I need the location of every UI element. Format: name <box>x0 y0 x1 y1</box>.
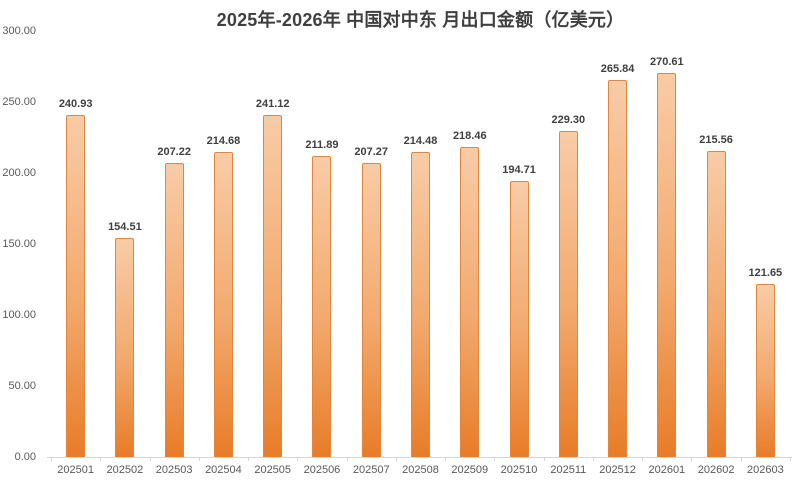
bar-value-label: 270.61 <box>650 55 684 68</box>
x-axis-tick-label: 202502 <box>106 464 144 476</box>
x-axis-tick-label: 202602 <box>697 464 735 476</box>
y-axis-tick-label: 150.00 <box>2 238 36 250</box>
bar-value-label: 194.71 <box>502 163 536 176</box>
x-axis-tick-label: 202511 <box>550 464 587 476</box>
x-axis-tick-label: 202504 <box>205 464 242 476</box>
x-axis-tick-mark <box>395 457 397 461</box>
bar-value-label: 218.46 <box>452 129 487 142</box>
x-axis-tick-label: 202603 <box>747 464 784 476</box>
y-axis-tick-label: 200.00 <box>2 167 36 179</box>
x-axis-tick-label: 202508 <box>402 464 439 476</box>
y-axis-tick-label: 0.00 <box>14 451 36 463</box>
x-axis-tick-label: 202506 <box>303 464 341 476</box>
bar <box>411 152 430 457</box>
chart-title: 2025年-2026年 中国对中东 月出口金额（亿美元） <box>216 10 625 30</box>
bar <box>263 114 283 457</box>
x-axis-tick-mark <box>248 457 250 461</box>
plot-area: 0.00 50.00 100.00 150.00 200.00 250.00 300.00 2… <box>2 25 792 476</box>
bar-value-label: 154.51 <box>108 220 142 233</box>
x-axis-tick-mark <box>445 457 447 461</box>
bar <box>312 156 332 457</box>
bar-value-label: 214.68 <box>206 135 241 148</box>
x-axis-line <box>47 457 792 458</box>
y-axis-tick-label: 250.00 <box>2 96 36 108</box>
bar-value-label: 241.12 <box>255 97 290 110</box>
bar-value-label: 207.22 <box>157 145 191 158</box>
x-axis-tick-mark <box>100 457 102 461</box>
bar-value-label: 265.84 <box>600 62 635 75</box>
x-axis-tick-mark <box>740 457 742 461</box>
x-axis-tick-mark <box>494 457 496 461</box>
bar <box>657 72 677 457</box>
x-axis-tick-label: 202509 <box>451 464 489 476</box>
bar <box>755 284 775 457</box>
bar <box>706 150 726 457</box>
bar <box>164 162 184 457</box>
x-axis-tick-mark <box>149 457 151 461</box>
x-axis-tick-mark <box>297 457 299 461</box>
bar <box>361 162 381 457</box>
x-axis-tick-label: 202510 <box>500 464 538 476</box>
x-axis-tick-label: 202601 <box>648 464 686 476</box>
bar <box>460 146 480 457</box>
x-axis-tick-label: 202507 <box>352 464 390 476</box>
x-axis-tick-mark <box>790 457 791 461</box>
x-axis-tick-label: 202503 <box>155 464 193 476</box>
bar-value-label: 214.48 <box>403 135 438 148</box>
y-axis-tick-label: 50.00 <box>8 380 36 392</box>
bar-value-label: 121.65 <box>748 267 783 280</box>
x-axis-tick-label: 202505 <box>254 464 292 476</box>
bar-value-label: 240.93 <box>58 97 93 110</box>
x-axis-tick-mark <box>691 457 693 461</box>
x-axis-tick-mark <box>543 457 545 461</box>
bar-value-label: 229.30 <box>551 114 586 127</box>
y-axis-tick-label: 300.00 <box>2 25 36 37</box>
bar <box>509 180 529 457</box>
x-axis-tick-mark <box>346 457 348 461</box>
x-axis-tick-mark <box>198 457 200 461</box>
bar-value-label: 211.89 <box>305 139 339 152</box>
bar-value-label: 207.27 <box>354 145 389 158</box>
bar <box>213 152 233 457</box>
x-axis-tick-label: 202501 <box>57 464 94 476</box>
bar <box>608 79 628 457</box>
x-axis-tick-mark <box>592 457 594 461</box>
x-axis-tick-mark <box>642 457 644 461</box>
bar <box>66 114 86 457</box>
x-axis-tick-label: 202512 <box>599 464 636 476</box>
bar-value-label: 215.56 <box>699 133 733 146</box>
y-axis-tick-label: 100.00 <box>2 309 36 321</box>
x-axis-tick-mark <box>51 457 52 461</box>
bar <box>115 237 135 457</box>
bar <box>558 131 578 457</box>
